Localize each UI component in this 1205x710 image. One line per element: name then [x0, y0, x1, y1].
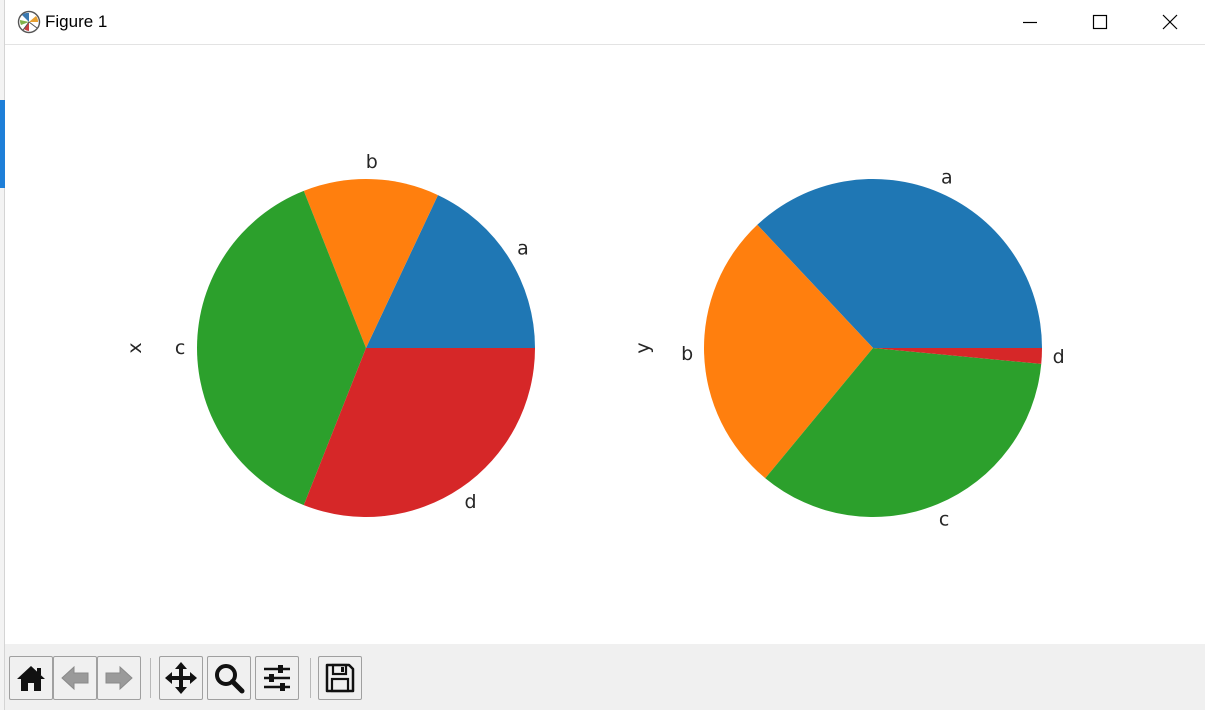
arrow-right-icon: [105, 665, 133, 691]
zoom-button[interactable]: [207, 656, 251, 700]
pie1-label-c: c: [175, 337, 185, 359]
pie1-label-d: d: [464, 491, 476, 513]
maximize-button[interactable]: [1065, 0, 1135, 45]
background-window-accent: [0, 100, 5, 188]
save-button[interactable]: [318, 656, 362, 700]
pie2-label-b: b: [681, 343, 693, 365]
arrow-left-icon: [61, 665, 89, 691]
back-button[interactable]: [53, 656, 97, 700]
pie1-label-a: a: [517, 237, 529, 259]
pie2-ylabel: y: [632, 342, 654, 353]
pie2-label-c: c: [939, 509, 949, 531]
pan-button[interactable]: [159, 656, 203, 700]
toolbar-separator: [310, 658, 311, 698]
maximize-icon: [1092, 14, 1108, 30]
pie-charts: a b c d x a b c d y: [124, 151, 1065, 531]
home-button[interactable]: [9, 656, 53, 700]
magnifier-icon: [215, 664, 245, 694]
forward-button[interactable]: [97, 656, 141, 700]
home-icon: [17, 666, 45, 691]
pie2-slice-b: [703, 224, 873, 479]
navigation-toolbar: [5, 644, 1205, 710]
close-button[interactable]: [1135, 0, 1205, 45]
minimize-button[interactable]: [995, 0, 1065, 45]
pie2-slice-d: [873, 348, 1042, 364]
pie1-label-b: b: [366, 151, 378, 173]
subplots-button[interactable]: [255, 656, 299, 700]
title-bar[interactable]: Figure 1: [5, 0, 1205, 45]
close-icon: [1162, 14, 1178, 30]
pie1-slice-b: [303, 178, 438, 348]
pie2-slice-a: [757, 178, 1042, 348]
window-title: Figure 1: [45, 12, 108, 31]
background-window-edge: [0, 0, 5, 710]
toolbar-separator: [150, 658, 151, 698]
pie1-ylabel: x: [124, 342, 146, 353]
sliders-icon: [264, 665, 290, 691]
matplotlib-icon: [17, 10, 41, 34]
pie2-label-a: a: [941, 166, 953, 188]
minimize-icon: [1023, 21, 1037, 24]
pie1-slice-a: [366, 195, 535, 348]
figure-canvas[interactable]: a b c d x a b c d y: [5, 46, 1205, 644]
move-icon: [165, 662, 197, 694]
pie1-slice-c: [197, 190, 366, 506]
floppy-icon: [325, 663, 355, 693]
pie2-slice-c: [765, 348, 1042, 517]
pie2-label-d: d: [1053, 346, 1065, 368]
pie1-slice-d: [303, 348, 535, 517]
